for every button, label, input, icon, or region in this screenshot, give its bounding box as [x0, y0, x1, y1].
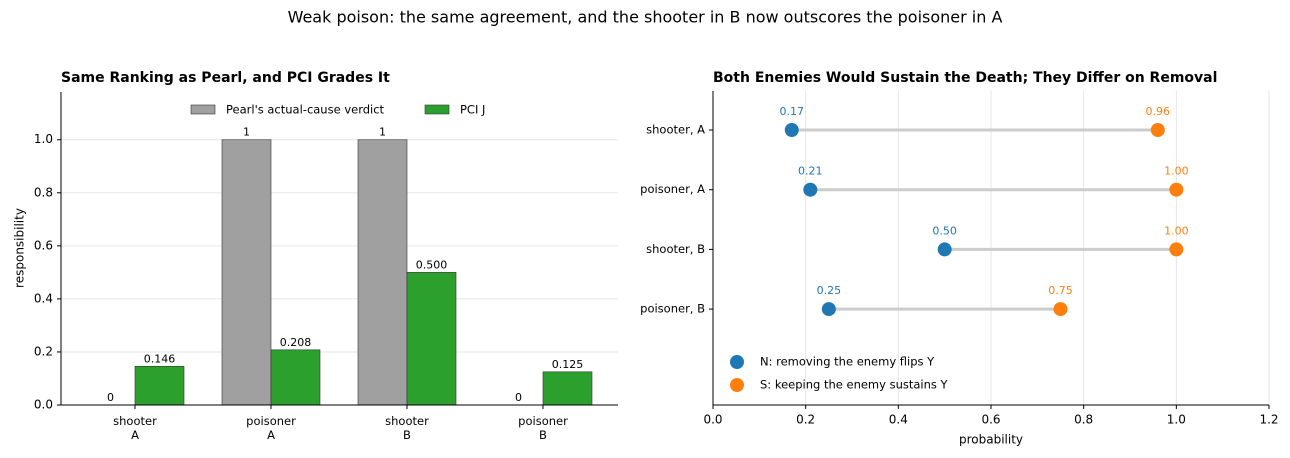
figure-title: Weak poison: the same agreement, and the…	[288, 8, 1003, 27]
x-tick-label: 0.4	[889, 413, 908, 427]
value-label: 0.146	[144, 352, 176, 365]
x-tick-label: 0.2	[796, 413, 815, 427]
value-label: 0	[515, 391, 522, 404]
legend-label: N: removing the enemy flips Y	[760, 355, 935, 369]
bar	[542, 371, 593, 406]
value-label: 0.208	[280, 336, 312, 349]
value-label: 0	[107, 391, 114, 404]
value-label: 0.21	[798, 165, 823, 178]
x-tick-label: 0.6	[981, 413, 1000, 427]
bar	[134, 365, 185, 406]
value-label: 0.125	[552, 358, 584, 371]
value-label: 1	[379, 126, 386, 139]
x-tick-label: poisoner B	[518, 414, 568, 442]
x-tick-label: 0.8	[1074, 413, 1093, 427]
value-label: 0.25	[817, 284, 842, 297]
y-tick-label: shooter, B	[646, 242, 705, 256]
bar	[221, 139, 272, 406]
value-label: 0.75	[1048, 284, 1073, 297]
x-tick-label: 0.0	[703, 413, 722, 427]
x-tick-label: poisoner A	[246, 414, 296, 442]
dot	[784, 123, 799, 137]
chart-title: Both Enemies Would Sustain the Death; Th…	[713, 70, 1217, 86]
value-label: 1.00	[1164, 224, 1189, 237]
value-label: 1	[243, 126, 250, 139]
y-tick-label: 0.4	[34, 291, 53, 305]
y-tick-label: 0.0	[34, 398, 53, 412]
legend-label: PCI J	[460, 103, 485, 117]
y-tick-label: 1.0	[34, 132, 53, 146]
dot	[1053, 302, 1068, 317]
y-tick-label: poisoner, A	[640, 182, 705, 196]
bar	[270, 349, 321, 406]
bar	[357, 139, 408, 406]
y-tick-label: shooter, A	[646, 123, 705, 137]
value-label: 0.50	[932, 224, 957, 237]
dot	[1150, 123, 1165, 137]
value-label: 0.96	[1146, 105, 1171, 118]
chart-title: Same Ranking as Pearl, and PCI Grades It	[61, 70, 390, 86]
y-axis-label: responsibility	[13, 208, 27, 288]
x-tick-label: shooter A	[113, 414, 157, 442]
y-tick-label: 0.6	[34, 238, 53, 252]
y-tick-label: 0.2	[34, 344, 53, 358]
y-tick-label: poisoner, B	[640, 302, 705, 316]
value-label: 0.500	[416, 258, 448, 271]
legend-marker	[730, 355, 744, 369]
value-label: 1.00	[1164, 165, 1189, 178]
legend-swatch	[424, 104, 450, 115]
legend-label: Pearl's actual-cause verdict	[226, 103, 385, 117]
legend-label: S: keeping the enemy sustains Y	[760, 378, 949, 392]
legend-marker	[730, 378, 744, 392]
dot	[937, 242, 952, 257]
dot	[803, 182, 818, 197]
y-tick-label: 0.8	[34, 185, 53, 199]
bar	[406, 272, 457, 406]
value-label: 0.17	[780, 105, 805, 118]
legend-swatch	[190, 104, 216, 115]
dot	[1169, 242, 1184, 257]
x-axis-label: probability	[959, 433, 1023, 447]
dot	[1169, 182, 1184, 197]
x-tick-label: 1.2	[1259, 413, 1278, 427]
dot	[821, 302, 836, 317]
x-tick-label: 1.0	[1167, 413, 1186, 427]
x-tick-label: shooter B	[385, 414, 429, 442]
